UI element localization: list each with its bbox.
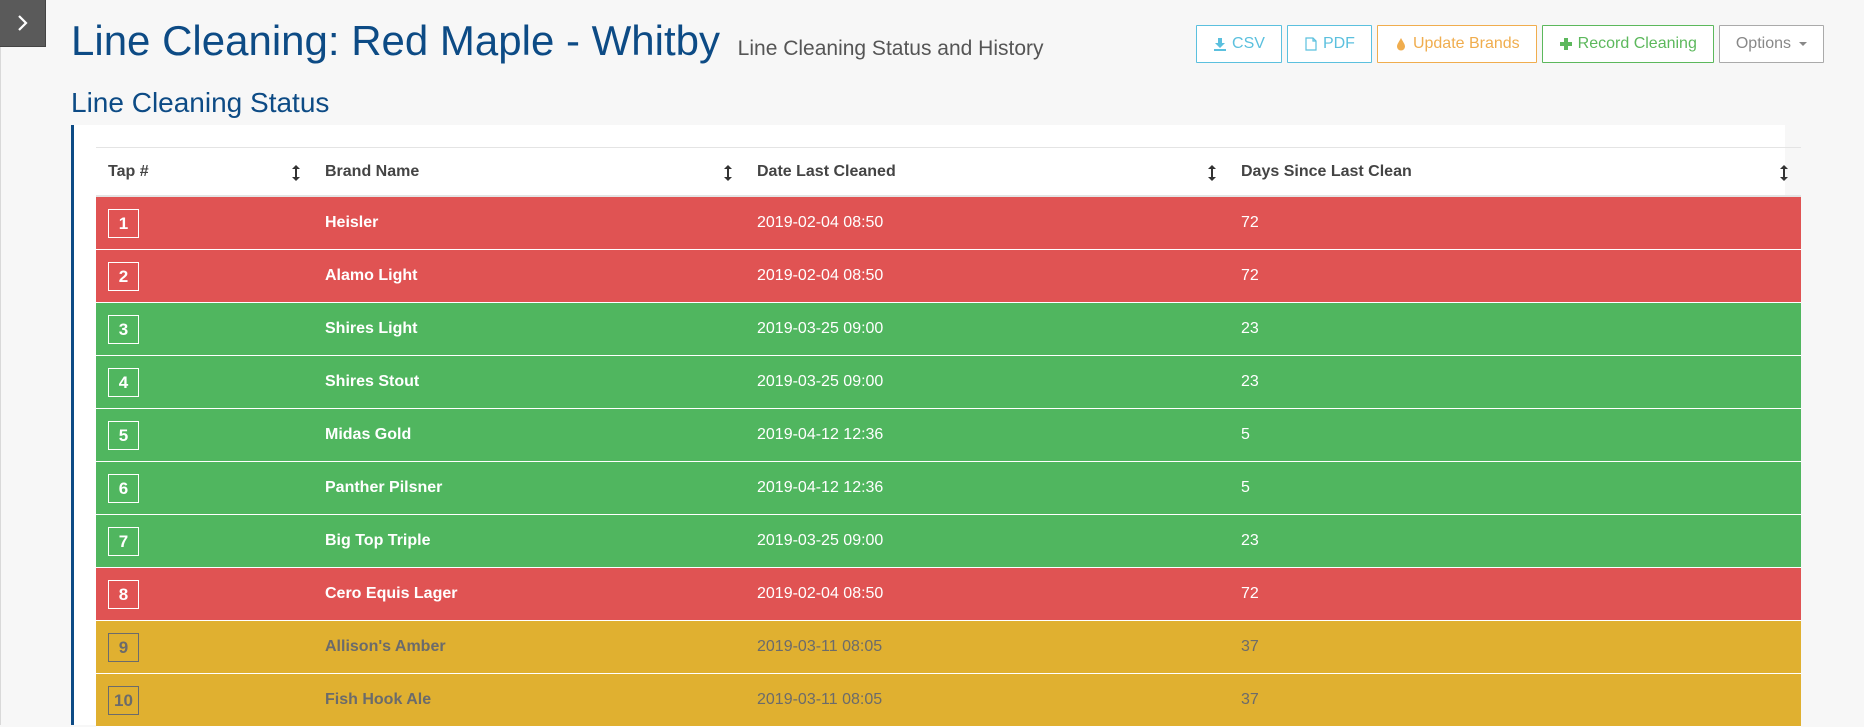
brand-name-cell: Allison's Amber [325, 638, 446, 655]
page-title-text: Line Cleaning: Red Maple - Whitby [71, 17, 720, 64]
table-row[interactable]: 8 Cero Equis Lager 2019-02-04 08:50 72 [96, 568, 1801, 621]
tap-number-badge: 8 [108, 579, 139, 609]
tap-cell: 3 [96, 314, 313, 344]
days-since-clean-cell: 5 [1241, 479, 1250, 496]
toolbar: CSV PDF Update Brands Record Cleaning Op… [1196, 25, 1824, 63]
date-last-cleaned-cell: 2019-03-11 08:05 [757, 638, 883, 655]
tap-cell: 7 [96, 526, 313, 556]
page-header: Line Cleaning: Red Maple - Whitby Line C… [71, 14, 1824, 74]
page-title: Line Cleaning: Red Maple - Whitby Line C… [71, 14, 1044, 76]
line-cleaning-table: Tap # Brand Name Date Last Cleaned Days … [96, 147, 1801, 727]
table-row[interactable]: 6 Panther Pilsner 2019-04-12 12:36 5 [96, 462, 1801, 515]
days-since-clean-cell: 23 [1241, 373, 1259, 390]
days-since-clean-cell: 72 [1241, 585, 1259, 602]
sidebar-toggle-button[interactable] [0, 0, 46, 47]
tap-cell: 8 [96, 579, 313, 609]
sort-icon [292, 165, 300, 181]
table-row[interactable]: 4 Shires Stout 2019-03-25 09:00 23 [96, 356, 1801, 409]
days-since-clean-cell: 23 [1241, 532, 1259, 549]
brand-name-cell: Midas Gold [325, 426, 412, 443]
days-since-clean-cell: 23 [1241, 320, 1259, 337]
column-header-tap[interactable]: Tap # [96, 148, 313, 195]
plus-icon [1559, 38, 1572, 50]
table-row[interactable]: 3 Shires Light 2019-03-25 09:00 23 [96, 303, 1801, 356]
section-title: Line Cleaning Status [71, 87, 330, 118]
date-last-cleaned-cell: 2019-03-25 09:00 [757, 320, 884, 337]
brand-name-cell: Alamo Light [325, 267, 418, 284]
page-subtitle: Line Cleaning Status and History [737, 37, 1044, 60]
options-dropdown-button[interactable]: Options [1718, 25, 1824, 63]
tap-cell: 4 [96, 367, 313, 397]
days-since-clean-cell: 5 [1241, 426, 1250, 443]
tap-cell: 2 [96, 261, 313, 291]
line-cleaning-status-panel: Tap # Brand Name Date Last Cleaned Days … [71, 125, 1801, 727]
tap-number-badge: 1 [108, 208, 139, 238]
tap-number-badge: 7 [108, 526, 139, 556]
date-last-cleaned-cell: 2019-03-11 08:05 [757, 691, 883, 708]
days-since-clean-cell: 72 [1241, 267, 1259, 284]
column-header-brand[interactable]: Brand Name [313, 148, 745, 195]
brand-name-cell: Shires Light [325, 320, 418, 337]
brand-name-cell: Panther Pilsner [325, 479, 443, 496]
tap-number-badge: 6 [108, 473, 139, 503]
table-header: Tap # Brand Name Date Last Cleaned Days … [96, 147, 1801, 197]
brand-name-cell: Fish Hook Ale [325, 691, 432, 708]
pdf-button[interactable]: PDF [1286, 25, 1372, 63]
tint-drop-icon [1396, 38, 1405, 51]
table-row[interactable]: 2 Alamo Light 2019-02-04 08:50 72 [96, 250, 1801, 303]
sidebar-edge [0, 47, 1, 725]
date-last-cleaned-cell: 2019-02-04 08:50 [757, 267, 884, 284]
update-brands-button[interactable]: Update Brands [1376, 25, 1537, 63]
date-last-cleaned-cell: 2019-03-25 09:00 [757, 373, 884, 390]
sort-icon [724, 165, 732, 181]
brand-name-cell: Big Top Triple [325, 532, 431, 549]
tap-cell: 6 [96, 473, 313, 503]
date-last-cleaned-cell: 2019-02-04 08:50 [757, 585, 884, 602]
caret-down-icon [1799, 42, 1807, 46]
tap-number-badge: 3 [108, 314, 139, 344]
tap-number-badge: 5 [108, 420, 139, 450]
tap-cell: 10 [96, 685, 313, 715]
date-last-cleaned-cell: 2019-03-25 09:00 [757, 532, 884, 549]
days-since-clean-cell: 37 [1241, 638, 1259, 655]
record-cleaning-button[interactable]: Record Cleaning [1541, 25, 1714, 63]
table-row[interactable]: 5 Midas Gold 2019-04-12 12:36 5 [96, 409, 1801, 462]
tap-cell: 9 [96, 632, 313, 662]
column-header-date[interactable]: Date Last Cleaned [745, 148, 1229, 195]
sort-icon [1780, 165, 1788, 181]
table-row[interactable]: 1 Heisler 2019-02-04 08:50 72 [96, 197, 1801, 250]
table-body: 1 Heisler 2019-02-04 08:50 72 2 Alamo Light 20… [96, 197, 1801, 727]
table-row[interactable]: 9 Allison's Amber 2019-03-11 08:05 37 [96, 621, 1801, 674]
tap-number-badge: 10 [108, 685, 139, 715]
download-icon [1214, 38, 1227, 51]
brand-name-cell: Heisler [325, 214, 379, 231]
date-last-cleaned-cell: 2019-04-12 12:36 [757, 426, 884, 443]
pdf-file-icon [1305, 37, 1317, 51]
column-header-days[interactable]: Days Since Last Clean [1229, 148, 1801, 195]
tap-number-badge: 2 [108, 261, 139, 291]
days-since-clean-cell: 72 [1241, 214, 1259, 231]
csv-button[interactable]: CSV [1196, 25, 1282, 63]
chevron-right-icon [17, 15, 28, 31]
date-last-cleaned-cell: 2019-04-12 12:36 [757, 479, 884, 496]
table-row[interactable]: 10 Fish Hook Ale 2019-03-11 08:05 37 [96, 674, 1801, 727]
brand-name-cell: Cero Equis Lager [325, 585, 458, 602]
brand-name-cell: Shires Stout [325, 373, 420, 390]
tap-number-badge: 9 [108, 632, 139, 662]
date-last-cleaned-cell: 2019-02-04 08:50 [757, 214, 884, 231]
sort-icon [1208, 165, 1216, 181]
tap-number-badge: 4 [108, 367, 139, 397]
table-row[interactable]: 7 Big Top Triple 2019-03-25 09:00 23 [96, 515, 1801, 568]
days-since-clean-cell: 37 [1241, 691, 1259, 708]
tap-cell: 1 [96, 208, 313, 238]
tap-cell: 5 [96, 420, 313, 450]
